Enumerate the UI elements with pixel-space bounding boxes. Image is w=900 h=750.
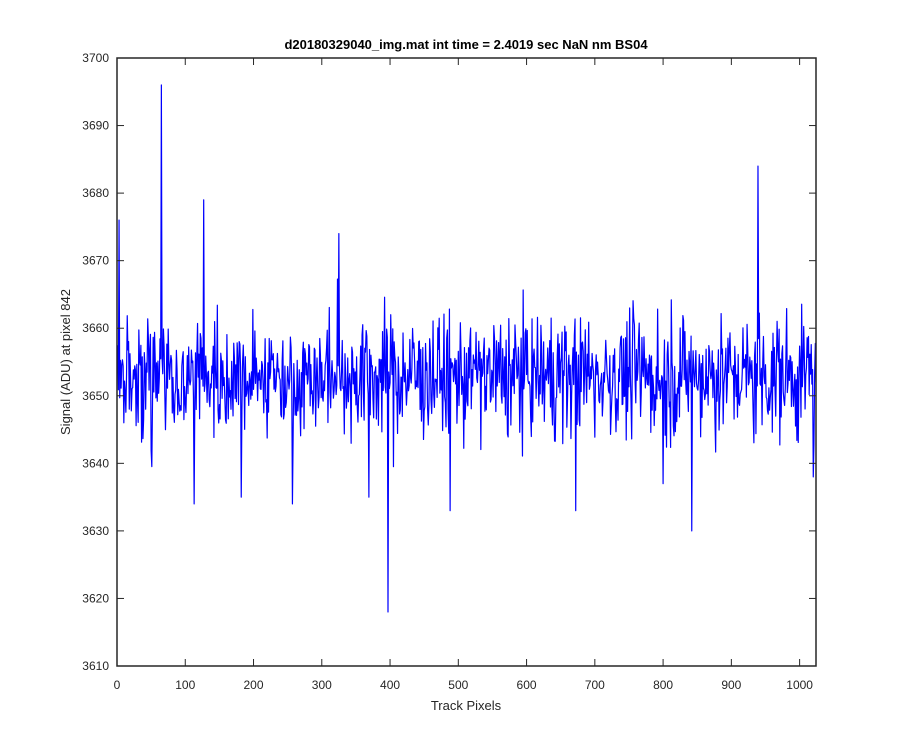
- y-tick-label: 3640: [82, 456, 109, 470]
- y-tick-label: 3680: [82, 186, 109, 200]
- x-tick-label: 1000: [786, 678, 813, 692]
- x-tick-label: 500: [448, 678, 468, 692]
- y-tick-label: 3700: [82, 51, 109, 65]
- x-tick-label: 800: [653, 678, 673, 692]
- axes-layer: 0 100 200 300 400 500 600 700 800 900 1000 3610 3620…: [82, 51, 817, 692]
- y-tick-label: 3630: [82, 524, 109, 538]
- x-tick-label: 600: [517, 678, 537, 692]
- y-axis-label: Signal (ADU) at pixel 842: [58, 289, 73, 435]
- x-tick-label: 0: [114, 678, 121, 692]
- data-layer: [117, 84, 816, 613]
- x-tick-label: 400: [380, 678, 400, 692]
- x-tick-label: 100: [175, 678, 195, 692]
- x-tick-label: 900: [721, 678, 741, 692]
- y-tick-label: 3690: [82, 119, 109, 133]
- x-tick-label: 700: [585, 678, 605, 692]
- x-axis-label: Track Pixels: [431, 698, 502, 713]
- y-tick-label: 3620: [82, 591, 109, 605]
- y-tick-label: 3660: [82, 321, 109, 335]
- y-tick-label: 3650: [82, 389, 109, 403]
- axes-box: [116, 57, 817, 667]
- x-tick-label: 200: [244, 678, 264, 692]
- series-line: [117, 84, 816, 613]
- chart-title: d20180329040_img.mat int time = 2.4019 s…: [284, 37, 648, 52]
- y-tick-label: 3610: [82, 659, 109, 673]
- x-tick-label: 300: [312, 678, 332, 692]
- y-tick-label: 3670: [82, 254, 109, 268]
